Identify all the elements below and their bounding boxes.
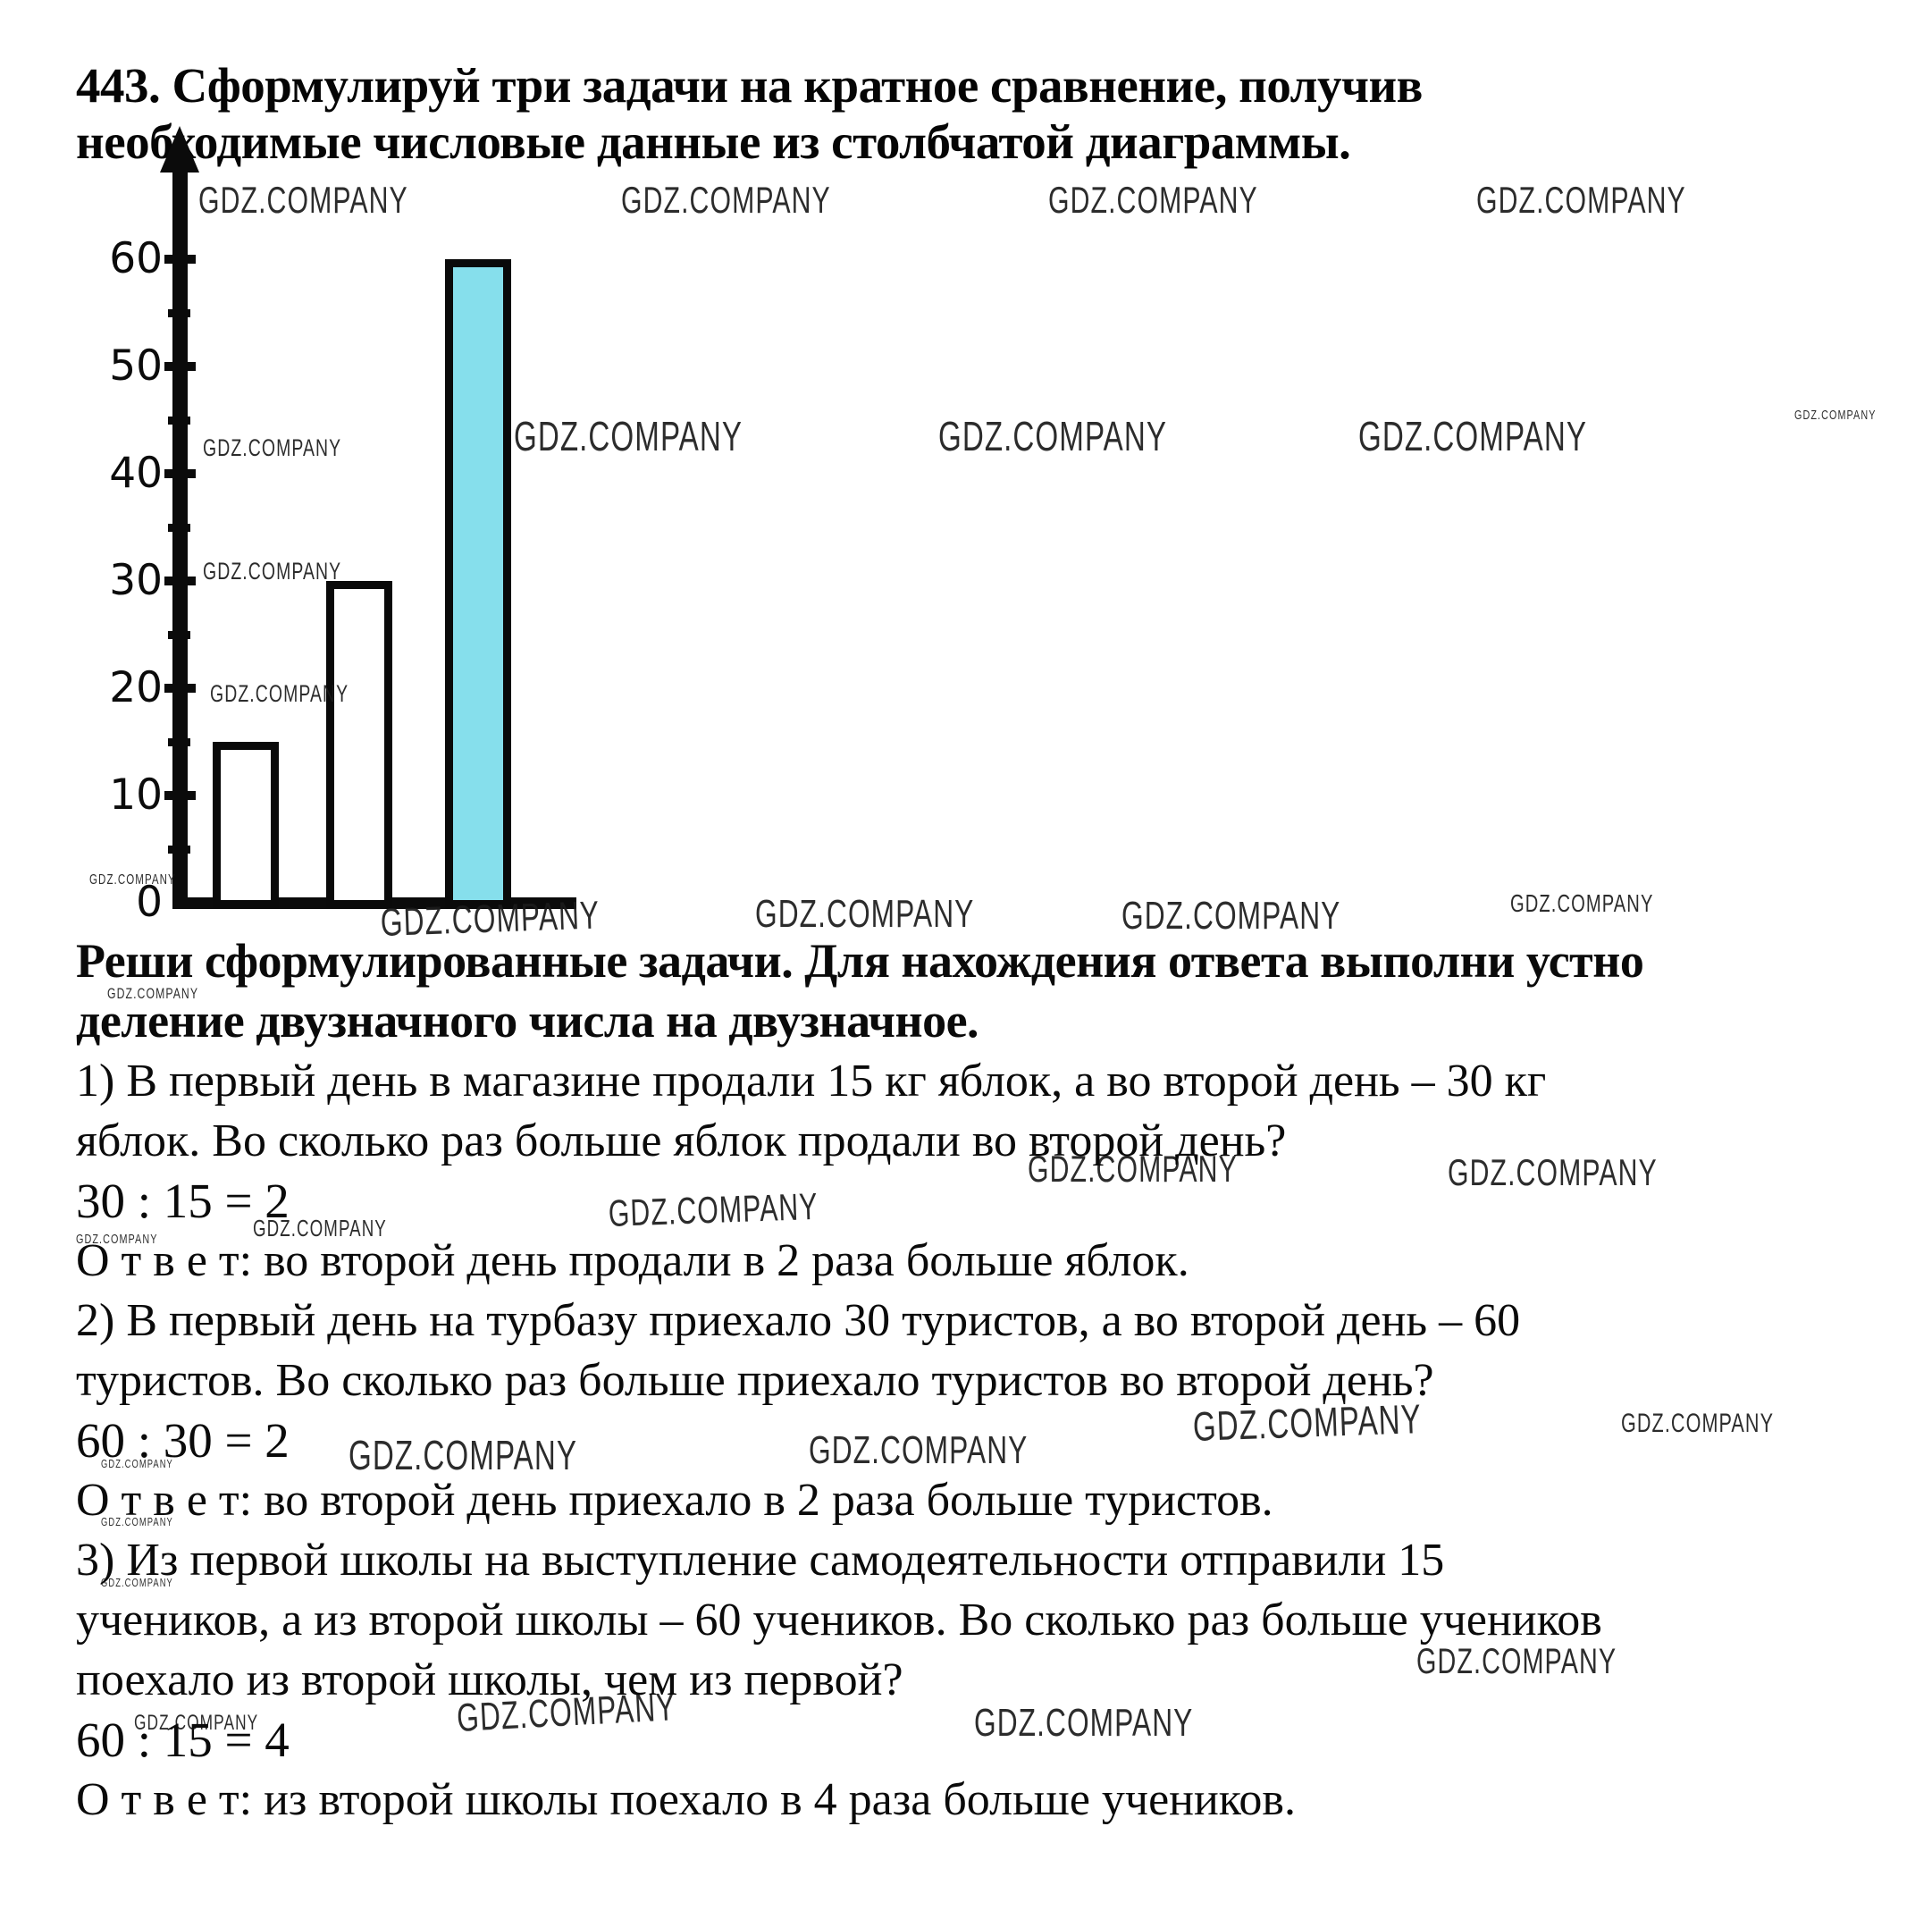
text-line: учеников, а из второй школы – 60 ученико… bbox=[76, 1595, 1602, 1645]
watermark: GDZ.COMPANY bbox=[974, 1701, 1194, 1745]
solution-text: Реши сформулированные задачи. Для нахожд… bbox=[76, 931, 1644, 1830]
watermark: GDZ.COMPANY bbox=[253, 1215, 387, 1241]
bar-3 bbox=[445, 259, 511, 908]
watermark: GDZ.COMPANY bbox=[76, 1232, 158, 1247]
text-line: О т в е т: во второй день приехало в 2 р… bbox=[76, 1475, 1273, 1526]
watermark: GDZ.COMPANY bbox=[1794, 408, 1877, 423]
text-line: 2) В первый день на турбазу приехало 30 … bbox=[76, 1295, 1521, 1346]
y-minor-tick-55 bbox=[168, 309, 190, 317]
text-line: деление двузначного числа на двузначное. bbox=[76, 994, 979, 1048]
y-minor-tick-45 bbox=[168, 417, 190, 425]
text-line: туристов. Во сколько раз больше приехало… bbox=[76, 1355, 1434, 1406]
y-tick-30 bbox=[164, 577, 196, 585]
watermark: GDZ.COMPANY bbox=[101, 1457, 173, 1470]
y-tick-20 bbox=[164, 684, 196, 693]
watermark: GDZ.COMPANY bbox=[89, 872, 176, 888]
watermark: GDZ.COMPANY bbox=[1121, 894, 1341, 938]
watermark: GDZ.COMPANY bbox=[514, 413, 743, 459]
watermark: GDZ.COMPANY bbox=[203, 558, 342, 585]
y-minor-tick-15 bbox=[168, 738, 190, 746]
y-tick-label-10: 10 bbox=[109, 770, 163, 820]
text-line: 3) Из первой школы на выступление самоде… bbox=[76, 1535, 1445, 1586]
watermark: GDZ.COMPANY bbox=[349, 1432, 578, 1478]
bar-1 bbox=[213, 742, 279, 908]
watermark: GDZ.COMPANY bbox=[938, 413, 1168, 459]
text-line: 1) В первый день в магазине продали 15 к… bbox=[76, 1056, 1547, 1107]
text-line: яблок. Во сколько раз больше яблок прода… bbox=[76, 1115, 1287, 1166]
watermark: GDZ.COMPANY bbox=[101, 1515, 173, 1528]
watermark: GDZ.COMPANY bbox=[621, 179, 831, 221]
text-line: 30 : 15 = 2 bbox=[76, 1174, 290, 1228]
y-minor-tick-5 bbox=[168, 846, 190, 854]
y-minor-tick-35 bbox=[168, 524, 190, 532]
y-tick-label-20: 20 bbox=[109, 663, 163, 712]
watermark: GDZ.COMPANY bbox=[203, 434, 342, 461]
text-line: О т в е т: из второй школы поехало в 4 р… bbox=[76, 1774, 1296, 1825]
text-line: 60 : 30 = 2 bbox=[76, 1413, 290, 1468]
watermark: GDZ.COMPANY bbox=[1048, 179, 1258, 221]
y-tick-label-40: 40 bbox=[109, 449, 163, 498]
y-tick-label-50: 50 bbox=[109, 341, 163, 391]
watermark: GDZ.COMPANY bbox=[107, 985, 199, 1002]
watermark: GDZ.COMPANY bbox=[809, 1428, 1029, 1472]
bar-2 bbox=[326, 581, 392, 908]
watermark: GDZ.COMPANY bbox=[1621, 1409, 1775, 1438]
y-tick-40 bbox=[164, 469, 196, 478]
watermark: GDZ.COMPANY bbox=[755, 892, 975, 936]
y-axis bbox=[172, 150, 188, 909]
y-tick-10 bbox=[164, 791, 196, 800]
watermark: GDZ.COMPANY bbox=[1448, 1151, 1658, 1193]
watermark: GDZ.COMPANY bbox=[134, 1711, 259, 1735]
text-line: О т в е т: во второй день продали в 2 ра… bbox=[76, 1235, 1189, 1286]
watermark: GDZ.COMPANY bbox=[1416, 1642, 1617, 1681]
y-tick-label-60: 60 bbox=[109, 234, 163, 283]
problem-title-line-2: необходимые числовые данные из столбчато… bbox=[76, 114, 1351, 169]
watermark: GDZ.COMPANY bbox=[198, 179, 408, 221]
text-line: Реши сформулированные задачи. Для нахожд… bbox=[76, 934, 1644, 988]
y-tick-60 bbox=[164, 255, 196, 264]
y-tick-label-30: 30 bbox=[109, 556, 163, 605]
text-line: 60 : 15 = 4 bbox=[76, 1713, 290, 1767]
y-tick-50 bbox=[164, 362, 196, 371]
watermark: GDZ.COMPANY bbox=[1476, 179, 1686, 221]
watermark: GDZ.COMPANY bbox=[1028, 1148, 1238, 1190]
watermark: GDZ.COMPANY bbox=[210, 680, 349, 707]
problem-title: 443. Сформулируй три задачи на кратное с… bbox=[76, 57, 1423, 170]
watermark: GDZ.COMPANY bbox=[101, 1576, 173, 1589]
watermark: GDZ.COMPANY bbox=[1510, 889, 1654, 917]
y-minor-tick-25 bbox=[168, 631, 190, 639]
watermark: GDZ.COMPANY bbox=[1358, 413, 1588, 459]
text-line: поехало из второй школы, чем из первой? bbox=[76, 1654, 903, 1705]
problem-title-line-1: 443. Сформулируй три задачи на кратное с… bbox=[76, 58, 1423, 113]
